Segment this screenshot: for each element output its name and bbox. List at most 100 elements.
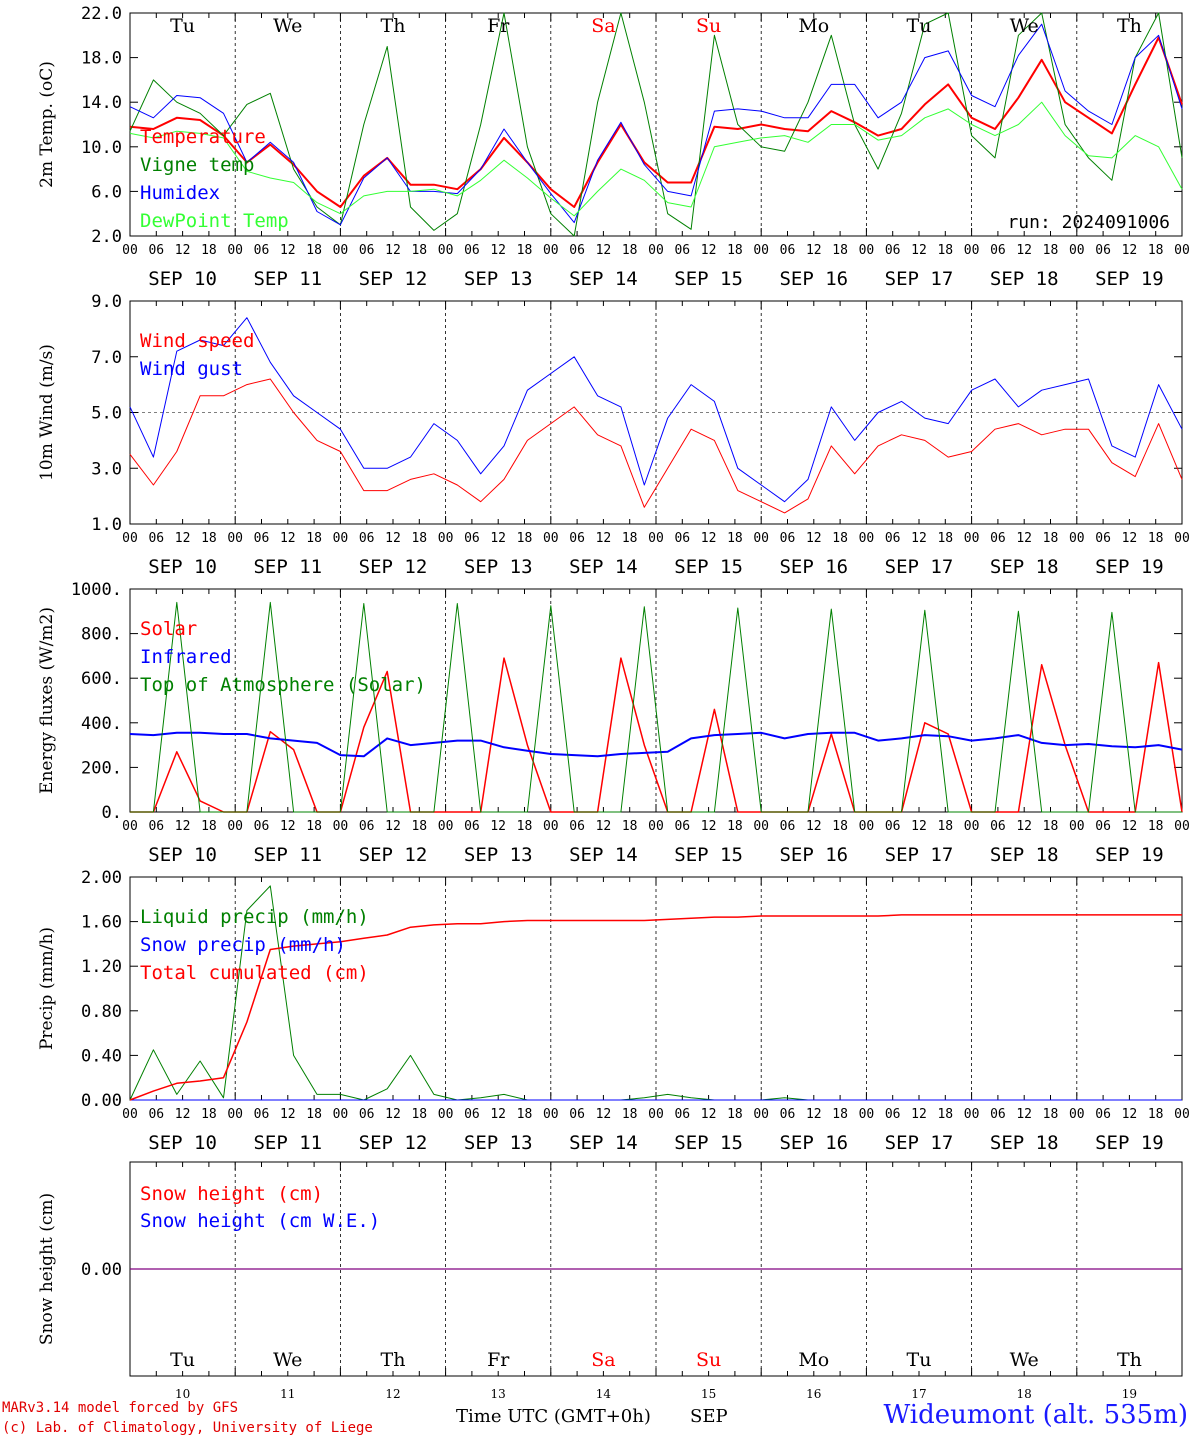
hour-tick-label: 12 xyxy=(490,819,506,834)
y-tick-label: 14.0 xyxy=(81,93,122,113)
date-label: SEP 13 xyxy=(464,556,533,578)
legend-entry: Total cumulated (cm) xyxy=(140,962,369,984)
hour-tick-label: 00 xyxy=(1069,243,1085,258)
hour-tick-label: 00 xyxy=(438,243,454,258)
legend-entry: DewPoint Temp xyxy=(140,210,289,232)
hour-tick-label: 06 xyxy=(1095,243,1111,258)
legend-entry: Snow height (cm W.E.) xyxy=(140,1210,380,1232)
day-name: We xyxy=(1010,1349,1039,1371)
day-name: Mo xyxy=(798,1349,829,1371)
y-axis-label: 2m Temp. (oC) xyxy=(37,61,57,188)
legend-entry: Wind speed xyxy=(140,330,254,352)
legend-entry: Wind gust xyxy=(140,358,243,380)
hour-tick-label: 06 xyxy=(359,243,375,258)
hour-tick-label: 18 xyxy=(937,819,953,834)
hour-tick-label: 12 xyxy=(1122,243,1138,258)
day-name: Su xyxy=(696,1349,721,1371)
date-label: SEP 18 xyxy=(990,556,1059,578)
panel-3: 0. 200. 400. 600. 800. 1000. Energy fluxes (W/… xyxy=(37,580,1190,866)
y-axis-label: Energy fluxes (W/m2) xyxy=(37,607,57,794)
hour-tick-label: 18 xyxy=(832,243,848,258)
hour-tick-label: 00 xyxy=(438,819,454,834)
hour-tick-label: 18 xyxy=(1148,531,1164,546)
series-line-wind-gust xyxy=(129,317,1183,503)
y-tick-label: 1.20 xyxy=(81,957,122,977)
hour-tick-label: 18 xyxy=(1148,243,1164,258)
hour-tick-label: 00 xyxy=(543,819,559,834)
hour-tick-label: 06 xyxy=(464,819,480,834)
hour-tick-label: 00 xyxy=(1069,1107,1085,1122)
hour-tick-label: 06 xyxy=(148,243,164,258)
hour-tick-label: 18 xyxy=(622,1107,638,1122)
hour-tick-label: 12 xyxy=(490,1107,506,1122)
date-label: SEP 12 xyxy=(359,1132,428,1154)
hour-tick-label: 18 xyxy=(1043,1107,1059,1122)
hour-tick-label: 12 xyxy=(1122,1107,1138,1122)
hour-tick-label: 12 xyxy=(385,1107,401,1122)
date-label: SEP 17 xyxy=(885,268,954,290)
date-label: SEP 13 xyxy=(464,268,533,290)
date-label: SEP 12 xyxy=(359,268,428,290)
hour-tick-label: 18 xyxy=(411,531,427,546)
hour-tick-label: 00 xyxy=(859,1107,875,1122)
hour-tick-label: 18 xyxy=(622,243,638,258)
hour-tick-label: 18 xyxy=(832,1107,848,1122)
hour-tick-label: 06 xyxy=(359,819,375,834)
y-tick-label: 800. xyxy=(81,625,122,645)
hour-tick-label: 00 xyxy=(753,1107,769,1122)
hour-tick-label: 18 xyxy=(411,819,427,834)
legend-entry: Top of Atmosphere (Solar) xyxy=(140,674,426,696)
hour-tick-label: 18 xyxy=(306,243,322,258)
hour-tick-label: 06 xyxy=(780,531,796,546)
hour-tick-label: 00 xyxy=(543,243,559,258)
panel-2: 1.0 3.0 5.0 7.0 9.0 10m Wind (m/s) Wind speed W… xyxy=(37,292,1190,578)
hour-tick-label: 18 xyxy=(1043,531,1059,546)
hour-tick-label: 06 xyxy=(1095,819,1111,834)
hour-tick-label: 06 xyxy=(464,531,480,546)
y-axis-label: 10m Wind (m/s) xyxy=(37,344,57,481)
day-name: Sa xyxy=(591,15,615,37)
hour-tick-label: 06 xyxy=(780,243,796,258)
hour-tick-label: 00 xyxy=(333,531,349,546)
hour-tick-label: 00 xyxy=(964,243,980,258)
date-label: SEP 19 xyxy=(1095,844,1164,866)
hour-tick-label: 00 xyxy=(648,531,664,546)
legend-entry: Vigne temp xyxy=(140,154,254,176)
date-label: SEP 18 xyxy=(990,1132,1059,1154)
hour-tick-label: 12 xyxy=(911,1107,927,1122)
date-label: SEP 18 xyxy=(990,844,1059,866)
day-name: We xyxy=(1010,15,1039,37)
hour-tick-label: 18 xyxy=(306,819,322,834)
y-tick-label: 5.0 xyxy=(91,404,122,424)
hour-tick-label: 12 xyxy=(1016,1107,1032,1122)
hour-tick-label: 00 xyxy=(753,531,769,546)
legend-entry: Infrared xyxy=(140,646,232,668)
month-label: SEP xyxy=(690,1406,728,1427)
series-line-humidex xyxy=(129,23,1183,226)
hour-tick-label: 18 xyxy=(832,819,848,834)
hour-tick-label: 00 xyxy=(859,243,875,258)
hour-tick-label: 06 xyxy=(990,243,1006,258)
hour-tick-label: 06 xyxy=(674,531,690,546)
hour-tick-label: 00 xyxy=(648,243,664,258)
hour-tick-label: 18 xyxy=(411,243,427,258)
hour-tick-label: 12 xyxy=(701,531,717,546)
hour-tick-label: 12 xyxy=(1016,531,1032,546)
panel-1: 2.0 6.0 10.0 14.0 18.0 22.0 2m Temp. (oC) Tempe… xyxy=(37,4,1190,290)
date-label: SEP 10 xyxy=(148,556,217,578)
y-tick-label: 2.0 xyxy=(91,227,122,247)
hour-tick-label: 12 xyxy=(596,243,612,258)
hour-tick-label: 06 xyxy=(148,531,164,546)
hour-tick-label: 12 xyxy=(911,243,927,258)
date-label: SEP 15 xyxy=(674,844,743,866)
y-tick-label: 0. xyxy=(102,803,122,823)
legend-entry: Temperature xyxy=(140,126,266,148)
date-label: SEP 13 xyxy=(464,1132,533,1154)
day-name: Th xyxy=(381,1349,406,1371)
hour-tick-label: 00 xyxy=(648,1107,664,1122)
hour-tick-label: 06 xyxy=(254,243,270,258)
hour-tick-label: 00 xyxy=(1174,243,1190,258)
day-number: 15 xyxy=(701,1387,716,1401)
hour-tick-label: 12 xyxy=(385,819,401,834)
hour-tick-label: 00 xyxy=(753,819,769,834)
